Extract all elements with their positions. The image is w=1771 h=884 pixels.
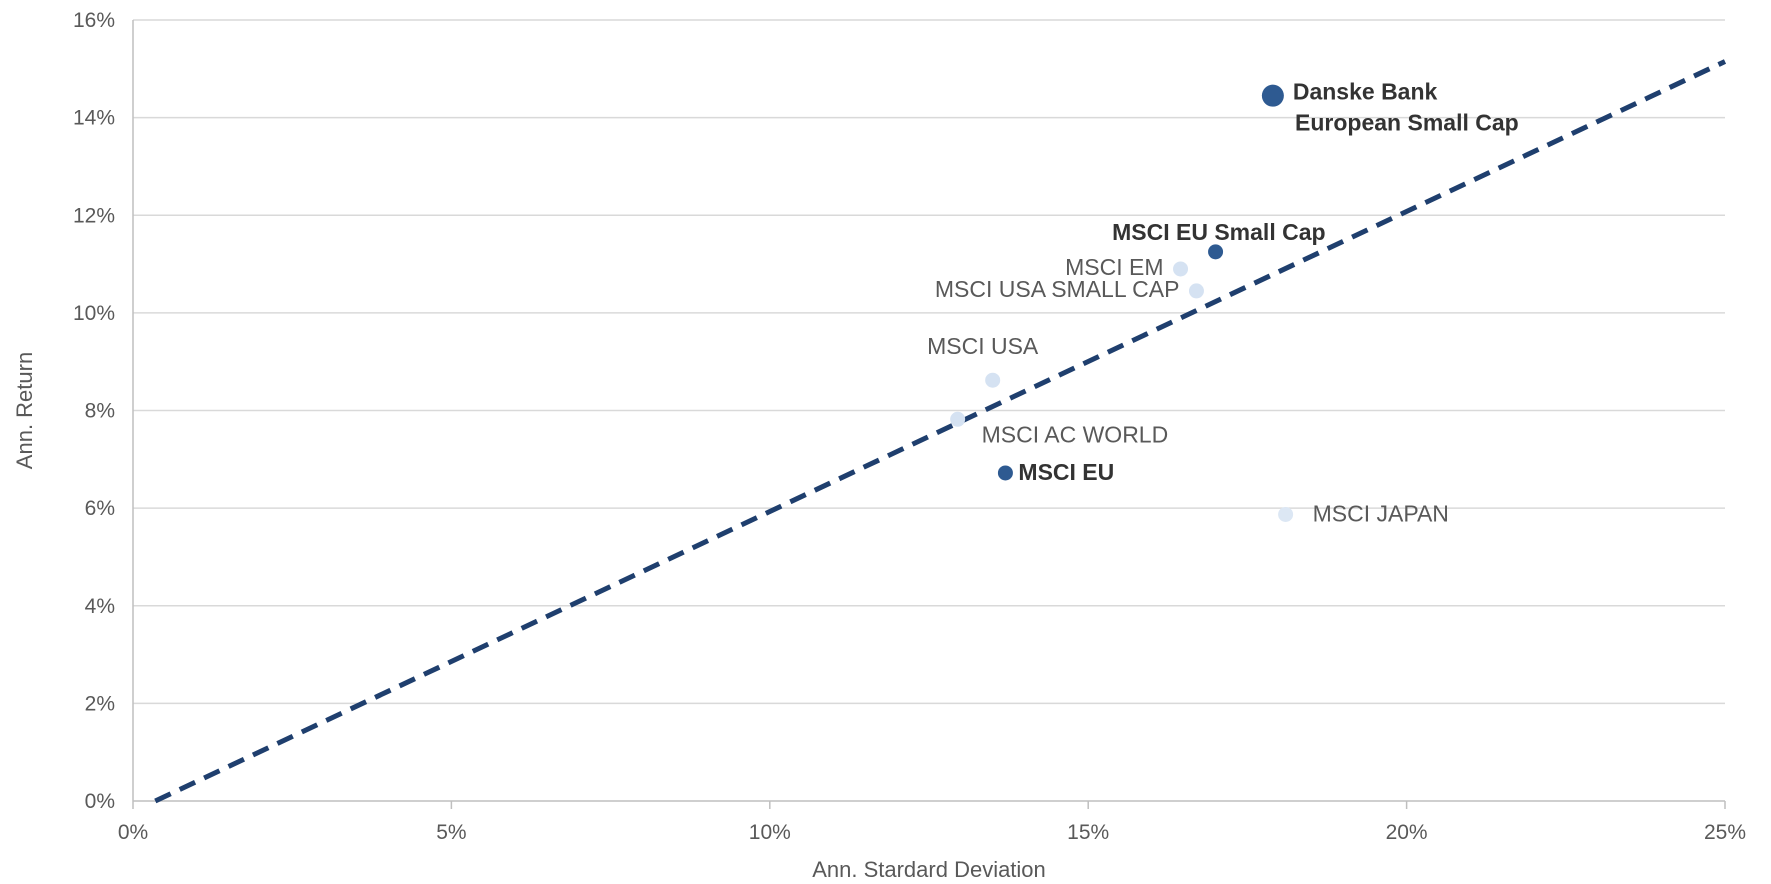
- y-tick-label: 14%: [73, 107, 115, 130]
- y-tick-label: 2%: [85, 692, 115, 715]
- point-label: MSCI USA: [927, 333, 1039, 359]
- point-label: MSCI EM: [1065, 254, 1163, 280]
- data-point: [997, 465, 1013, 481]
- data-point: [1278, 506, 1294, 522]
- y-tick-label: 6%: [85, 497, 115, 520]
- x-tick-label: 5%: [436, 821, 466, 844]
- y-tick-label: 8%: [85, 400, 115, 423]
- point-label: MSCI EU: [1018, 459, 1114, 485]
- x-tick-label: 20%: [1386, 821, 1428, 844]
- x-tick-label: 15%: [1067, 821, 1109, 844]
- x-axis-title: Ann. Stardard Deviation: [812, 857, 1046, 882]
- point-label: Danske Bank: [1293, 79, 1438, 105]
- y-tick-label: 10%: [73, 302, 115, 325]
- point-label: MSCI USA SMALL CAP: [935, 276, 1180, 302]
- x-tick-label: 25%: [1704, 821, 1746, 844]
- y-tick-label: 12%: [73, 204, 115, 227]
- x-tick-label: 10%: [749, 821, 791, 844]
- point-label-line2: European Small Cap: [1295, 110, 1519, 136]
- data-point: [1188, 283, 1204, 299]
- y-tick-label: 0%: [85, 790, 115, 813]
- y-axis-title: Ann. Return: [12, 352, 37, 469]
- data-point: [950, 411, 966, 427]
- point-label: MSCI JAPAN: [1313, 500, 1449, 526]
- point-label: MSCI AC WORLD: [982, 421, 1169, 447]
- y-tick-label: 16%: [73, 9, 115, 32]
- x-tick-label: 0%: [118, 821, 148, 844]
- y-tick-label: 4%: [85, 595, 115, 618]
- data-point: [1173, 261, 1189, 277]
- point-label: MSCI EU Small Cap: [1112, 219, 1325, 245]
- data-point: [1208, 244, 1224, 260]
- trendline: [154, 59, 1727, 804]
- data-point: [1261, 84, 1284, 107]
- data-point: [985, 372, 1001, 388]
